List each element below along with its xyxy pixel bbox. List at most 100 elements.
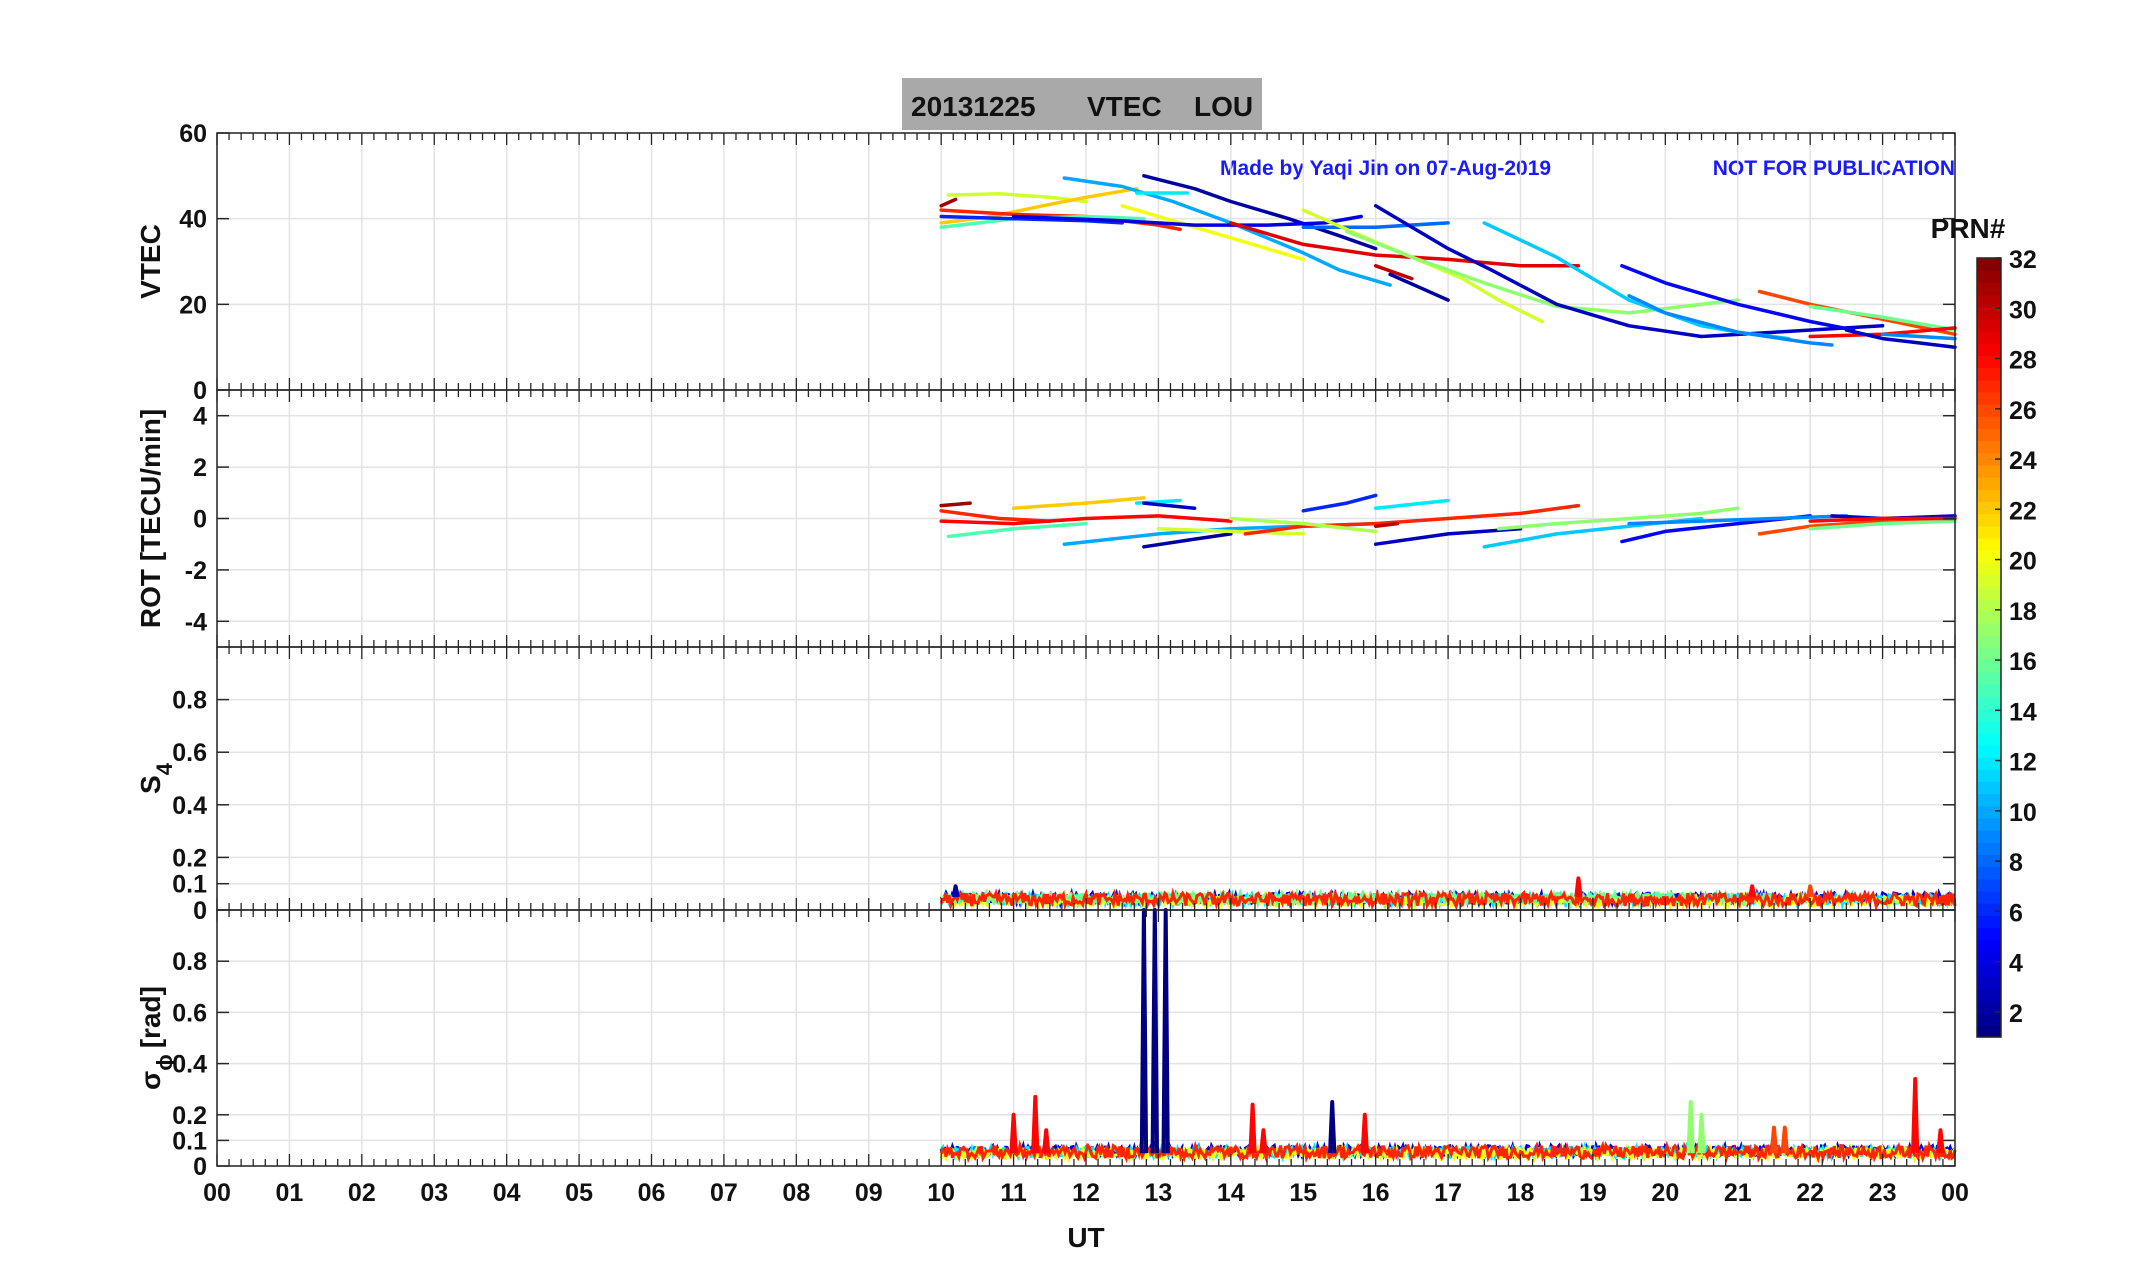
series-vtec-prn20-9 — [1120, 204, 1306, 262]
spike-sigphi-7 — [1259, 1128, 1268, 1154]
series-vtec-prn2-8 — [1142, 174, 1378, 251]
colorbar-tick-label-15: 32 — [2009, 246, 2037, 274]
spike-sigphi-2 — [1042, 1128, 1051, 1154]
series-rot-prn2-6 — [1142, 532, 1233, 549]
title-box — [902, 78, 1262, 130]
colorbar-seg-3 — [1977, 988, 2001, 1002]
colorbar-seg-30 — [1977, 659, 2001, 673]
spike-sigphi-6 — [1248, 1102, 1257, 1154]
colorbar-tick-label-14: 30 — [2009, 296, 2037, 324]
ytick-label-rot-4: 4 — [193, 403, 207, 431]
colorbar-seg-47 — [1977, 452, 2001, 466]
series-rot-prn28-23 — [1808, 516, 1957, 523]
ytick-label-s4-3: 0.4 — [172, 792, 207, 820]
spike-sigphi-13 — [1780, 1125, 1789, 1154]
colorbar-seg-9 — [1977, 915, 2001, 929]
colorbar-seg-20 — [1977, 781, 2001, 795]
ylabel-sub-sigphi: ϕ — [152, 1054, 177, 1071]
spike-sigphi-1 — [1031, 1094, 1040, 1154]
spike-sigphi-10 — [1686, 1100, 1695, 1154]
colorbar-seg-34 — [1977, 610, 2001, 624]
title-station: LOU — [1194, 91, 1253, 122]
colorbar-seg-38 — [1977, 562, 2001, 576]
colorbar-tick-label-6: 14 — [2009, 698, 2037, 726]
ylabel-vtec: VTEC — [135, 224, 166, 299]
ytick-label-vtec-2: 40 — [179, 206, 207, 234]
title-quantity: VTEC — [1087, 91, 1162, 122]
colorbar-tick-label-5: 12 — [2009, 749, 2037, 777]
panel-s4: 00.10.2 0.4 0.6 0.8 S4 — [135, 646, 1957, 925]
series-vtec-prn30-15 — [1373, 264, 1414, 281]
colorbar-seg-51 — [1977, 404, 2001, 417]
colorbar-seg-1 — [1977, 1012, 2001, 1026]
series-rot-prn22-3 — [1011, 496, 1146, 510]
ytick-label-rot-0: -4 — [185, 608, 207, 636]
colorbar-seg-0 — [1977, 1024, 2001, 1038]
ylabel-main-rot: ROT [TECU/min] — [135, 409, 166, 628]
colorbar-seg-10 — [1977, 903, 2001, 916]
series-vtec-prn2-17 — [1388, 272, 1450, 302]
spike-sigphi-5 — [1161, 908, 1170, 1154]
series-vtec-prn6-5 — [939, 214, 1124, 225]
x-axis: 00 01 02 03 04 05 06 07 08 09 10 11 12 13 14 15 16 17 18 19… — [203, 1179, 1969, 1207]
series-vtec-prn31-0 — [939, 197, 958, 208]
colorbar-seg-53 — [1977, 379, 2001, 393]
colorbar-seg-31 — [1977, 647, 2001, 661]
colorbar-seg-32 — [1977, 635, 2001, 649]
ylabel-main-vtec: VTEC — [135, 224, 166, 299]
ytick-label-rot-1: -2 — [185, 557, 207, 585]
colorbar-seg-5 — [1977, 963, 2001, 977]
colorbar-tick-label-4: 10 — [2009, 799, 2037, 827]
xtick-label-3: 03 — [420, 1179, 448, 1207]
xtick-label-4: 04 — [493, 1179, 521, 1207]
series-rot-prn17-17 — [1497, 506, 1740, 531]
colorbar-seg-17 — [1977, 817, 2001, 831]
colorbar-seg-44 — [1977, 489, 2001, 503]
xtick-label-9: 09 — [855, 1179, 883, 1207]
series-rot-prn30-14 — [1373, 521, 1400, 528]
ylabel-suffix-sigphi: [rad] — [135, 986, 166, 1048]
colorbar-seg-52 — [1977, 391, 2001, 405]
xtick-label-6: 06 — [638, 1179, 666, 1207]
colorbar-seg-27 — [1977, 696, 2001, 709]
spike-sigphi-3 — [1139, 908, 1149, 1154]
colorbar-seg-43 — [1977, 501, 2001, 515]
series-vtec-prn9-25 — [1880, 332, 1957, 341]
series-vtec-prn3-16 — [1373, 204, 1885, 339]
chart-title: 20131225 VTEC LOU — [902, 78, 1262, 130]
colorbar-seg-35 — [1977, 598, 2001, 612]
series-vtec-prn8-11 — [1301, 221, 1450, 229]
series-rot-prn27-12 — [1243, 503, 1581, 536]
spike-sigphi-11 — [1697, 1112, 1706, 1154]
xtick-label-20: 20 — [1651, 1179, 1679, 1207]
colorbar-frame — [1976, 257, 2002, 1038]
ytick-label-sigphi-5: 0.8 — [172, 948, 207, 976]
ytick-label-s4-1: 0.1 — [172, 871, 207, 899]
colorbar-seg-46 — [1977, 464, 2001, 478]
colorbar-seg-23 — [1977, 744, 2001, 758]
ytick-label-sigphi-1: 0.1 — [172, 1127, 207, 1155]
xtick-label-2: 02 — [348, 1179, 376, 1207]
colorbar-tick-label-2: 6 — [2009, 899, 2023, 927]
xtick-label-18: 18 — [1507, 1179, 1535, 1207]
colorbar-seg-61 — [1977, 282, 2001, 296]
xtick-label-22: 22 — [1796, 1179, 1824, 1207]
series-rot-prn19-9 — [1156, 527, 1306, 536]
colorbar-seg-2 — [1977, 1000, 2001, 1014]
series-rot-prn28-8 — [939, 514, 1233, 526]
series-rot-prn3-15 — [1373, 527, 1523, 546]
colorbar-seg-12 — [1977, 878, 2001, 892]
xtick-label-8: 08 — [782, 1179, 810, 1207]
ytick-label-s4-2: 0.2 — [172, 844, 207, 872]
colorbar-seg-60 — [1977, 294, 2001, 308]
series-rot-prn15-2 — [946, 521, 1088, 539]
colorbar-seg-6 — [1977, 951, 2001, 965]
series-vtec-prn9-20 — [1627, 294, 1834, 347]
xtick-label-24: 00 — [1941, 1179, 1969, 1207]
colorbar-seg-11 — [1977, 890, 2001, 904]
colorbar-seg-33 — [1977, 623, 2001, 636]
colorbar-seg-26 — [1977, 708, 2001, 722]
colorbar-seg-8 — [1977, 927, 2001, 941]
ylabel-rot: ROT [TECU/min] — [135, 409, 166, 628]
xtick-label-16: 16 — [1362, 1179, 1390, 1207]
